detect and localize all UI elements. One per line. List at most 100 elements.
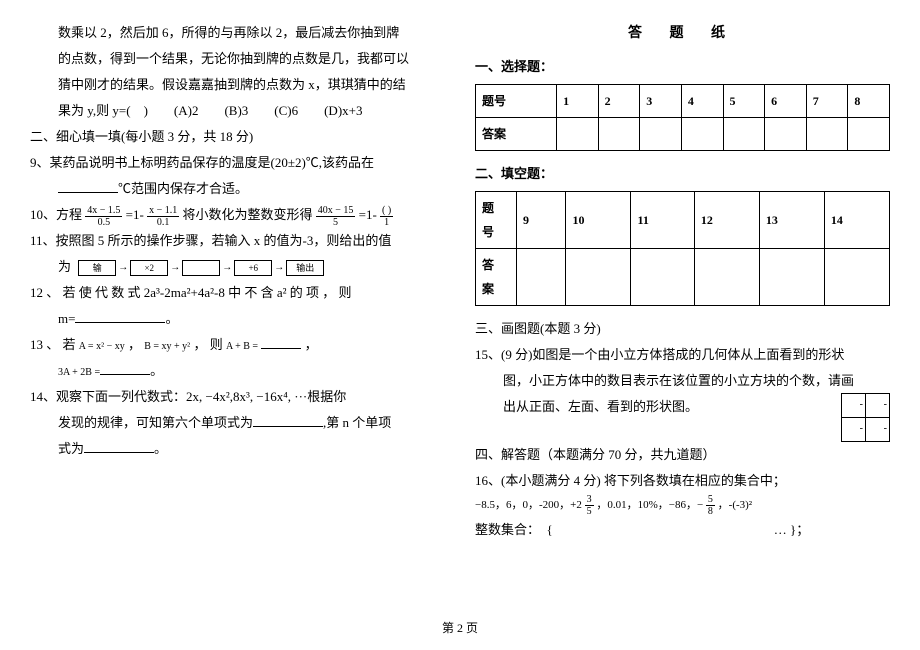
- cube-top-view: - - - -: [842, 394, 890, 442]
- fraction: 58: [706, 494, 715, 517]
- arrow-icon: →: [274, 258, 284, 278]
- cell: 14: [824, 192, 889, 249]
- text: m=: [58, 311, 75, 326]
- q15-line2: 图，小正方体中的数目表示在该位置的小立方块的个数，请画: [475, 368, 890, 394]
- flow-box: ×2: [130, 260, 168, 276]
- cell-label: 答案: [476, 118, 557, 151]
- q14-line2: 发现的规律，可知第六个单项式为 ,第 n 个单项: [30, 410, 445, 436]
- text: ,第 n 个单项: [323, 415, 391, 430]
- q14-line3: 式为。: [30, 436, 445, 462]
- section-choice-title: 一、选择题：: [475, 54, 890, 80]
- text: 为: [58, 259, 71, 274]
- cell-label: 题号: [476, 85, 557, 118]
- text: ，: [128, 337, 144, 352]
- cell: [806, 118, 848, 151]
- cell: [640, 118, 682, 151]
- fill-table: 题号 9 10 11 12 13 14 答案: [475, 191, 890, 306]
- q12-line1: 12 、 若 使 代 数 式 2a³-2ma²+4a²-8 中 不 含 a² 的…: [30, 280, 445, 306]
- section-fill-title: 二、填空题：: [475, 161, 890, 187]
- q11-line1: 11、按照图 5 所示的操作步骤，若输入 x 的值为-3，则给出的值: [30, 228, 445, 254]
- blank: [100, 360, 150, 375]
- arrow-icon: →: [170, 258, 180, 278]
- section-2-title: 二、细心填一填(每小题 3 分，共 18 分): [30, 124, 445, 150]
- text: 3A + 2B =: [58, 367, 100, 378]
- text: 发现的规律，可知第六个单项式为: [58, 415, 253, 430]
- cube-cell: -: [841, 417, 866, 442]
- text: =1-: [359, 207, 380, 222]
- blank: [253, 412, 323, 427]
- expr-a: A = x² − xy: [79, 341, 125, 352]
- cell: [694, 249, 759, 306]
- q16-numbers: −8.5，6，0，-200，+2 35 ，0.01，10%，−86，− 58 ，…: [475, 494, 890, 517]
- right-column: 答 题 纸 一、选择题： 题号 1 2 3 4 5 6 7 8 答案 二、填空题…: [475, 20, 890, 543]
- arrow-icon: →: [118, 258, 128, 278]
- fraction: 4x − 1.50.5: [85, 205, 122, 228]
- q15-line3: - - - - 出从正面、左面、看到的形状图。: [475, 394, 890, 420]
- left-column: 数乘以 2，然后加 6，所得的与再除以 2，最后减去你抽到牌 的点数，得到一个结…: [30, 20, 445, 543]
- answer-sheet-title: 答 题 纸: [475, 20, 890, 48]
- cell: [681, 118, 723, 151]
- cell: [566, 249, 631, 306]
- q9-line2: ℃范围内保存才合适。: [30, 176, 445, 202]
- text: ，: [305, 337, 318, 352]
- q12-line2: m=。: [30, 306, 445, 332]
- flow-box: +6: [234, 260, 272, 276]
- q16-set: 整数集合： { … }；: [475, 517, 890, 543]
- cell: [598, 118, 640, 151]
- blank: [58, 178, 118, 193]
- line: 数乘以 2，然后加 6，所得的与再除以 2，最后减去你抽到牌: [58, 20, 445, 46]
- cell: [765, 118, 807, 151]
- text: ，-(-3)²: [718, 499, 752, 511]
- fraction: 40x − 155: [316, 205, 356, 228]
- cube-cell: -: [865, 417, 890, 442]
- q11-line2: 为 输→ ×2→ → +6→ 输出: [30, 254, 445, 280]
- q16-line1: 16、(本小题满分 4 分) 将下列各数填在相应的集合中；: [475, 468, 890, 494]
- fraction: ( )1: [380, 205, 393, 228]
- text: ， 则: [193, 337, 226, 352]
- flow-box: 输出: [286, 260, 324, 276]
- arrow-icon: →: [222, 258, 232, 278]
- blank: [75, 308, 165, 323]
- cell: [557, 118, 599, 151]
- text: ℃范围内保存才合适。: [118, 181, 248, 196]
- cube-cell: -: [841, 393, 866, 418]
- text: 出从正面、左面、看到的形状图。: [503, 399, 698, 414]
- page-number: 第 2 页: [0, 616, 920, 640]
- fraction: x − 1.10.1: [147, 205, 179, 228]
- expr-b: B = xy + y²: [144, 341, 190, 352]
- text: −8.5，6，0，-200，+2: [475, 499, 582, 511]
- line: 猜中刚才的结果。假设嘉嘉抽到牌的点数为 x，琪琪猜中的结: [58, 72, 445, 98]
- expr-ab: A + B =: [226, 341, 258, 352]
- cell: 11: [631, 192, 694, 249]
- cell: 8: [848, 85, 890, 118]
- flow-box: [182, 260, 220, 276]
- text: ，0.01，10%，−86，−: [596, 499, 703, 511]
- cell: 9: [517, 192, 566, 249]
- cell: 3: [640, 85, 682, 118]
- text: 式为: [58, 441, 84, 456]
- cell: [631, 249, 694, 306]
- q15-line1: 15、(9 分)如图是一个由小立方体搭成的几何体从上面看到的形状: [475, 342, 890, 368]
- q8-continued: 数乘以 2，然后加 6，所得的与再除以 2，最后减去你抽到牌 的点数，得到一个结…: [30, 20, 445, 124]
- q14-line1: 14、观察下面一列代数式：2x, −4x²,8x³, −16x⁴, ···根据你: [30, 384, 445, 410]
- cell-label: 答案: [476, 249, 517, 306]
- cube-cell: -: [865, 393, 890, 418]
- q13-line2: 3A + 2B =。: [30, 358, 445, 384]
- cell: [723, 118, 765, 151]
- section-solve-title: 四、解答题（本题满分 70 分，共九道题）: [475, 442, 890, 468]
- cell: [824, 249, 889, 306]
- cell: 12: [694, 192, 759, 249]
- choice-table: 题号 1 2 3 4 5 6 7 8 答案: [475, 84, 890, 151]
- flowchart: 输→ ×2→ → +6→ 输出: [78, 258, 324, 278]
- cell: 7: [806, 85, 848, 118]
- cell: 6: [765, 85, 807, 118]
- blank: [84, 438, 154, 453]
- line: 的点数，得到一个结果，无论你抽到牌的点数是几，我都可以: [58, 46, 445, 72]
- cell: [517, 249, 566, 306]
- text: =1-: [126, 207, 147, 222]
- text: 13 、 若: [30, 337, 79, 352]
- q10: 10、方程 4x − 1.50.5 =1- x − 1.10.1 将小数化为整数…: [30, 202, 445, 228]
- line: 果为 y,则 y=( ) (A)2 (B)3 (C)6 (D)x+3: [58, 98, 445, 124]
- flow-box: 输: [78, 260, 116, 276]
- cell: 2: [598, 85, 640, 118]
